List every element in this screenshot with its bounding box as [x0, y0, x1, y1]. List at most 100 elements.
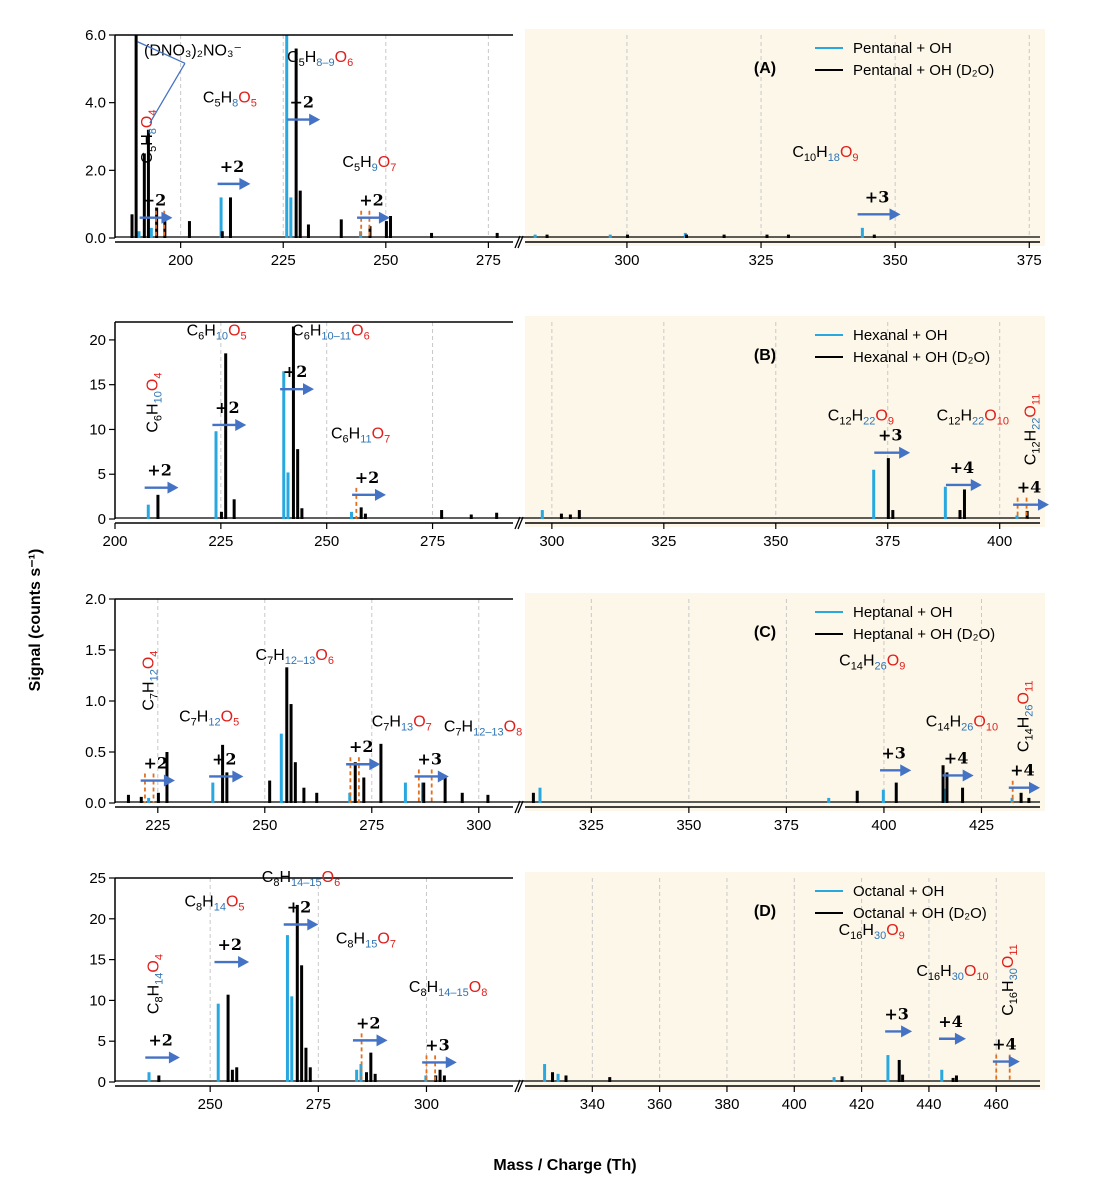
x-tick-label: 460: [984, 1096, 1009, 1113]
bar: [294, 48, 298, 239]
bar: [384, 221, 388, 238]
bar: [282, 371, 286, 519]
bar: [142, 153, 146, 238]
x-tick-label: 275: [359, 817, 384, 834]
shift-arrowhead: [168, 1051, 180, 1064]
bar: [302, 787, 306, 803]
y-tick-label: 15: [89, 952, 106, 969]
shift-arrowhead: [376, 1034, 388, 1047]
bar: [147, 797, 151, 803]
shift-label: +4: [1017, 478, 1042, 497]
shift-arrowhead: [437, 770, 449, 783]
x-tick-label: 350: [676, 817, 701, 834]
x-tick-label: 400: [987, 533, 1012, 550]
shift-arrowhead: [954, 1032, 966, 1045]
bar: [840, 1076, 844, 1082]
bar: [379, 743, 383, 803]
bar: [460, 792, 464, 803]
shift-arrowhead: [309, 113, 321, 126]
bar: [389, 216, 393, 238]
x-tick-label: 375: [774, 817, 799, 834]
bar: [156, 494, 160, 519]
shift-label: +4: [950, 458, 975, 477]
bar: [155, 207, 159, 238]
y-tick-label: 2.0: [85, 591, 106, 608]
y-tick-label: 20: [89, 332, 106, 349]
bar: [886, 1055, 890, 1082]
bar: [551, 1072, 555, 1082]
shift-label: +2: [142, 191, 167, 210]
panel-d: 0 5 10 15 20 25 250 275 300 340 360 380 400 420 440 460…: [89, 869, 1045, 1113]
bar: [438, 1069, 442, 1082]
formula-label: C8H14–15O6: [262, 869, 340, 889]
formula-label: C7H13O7: [372, 714, 432, 734]
bar: [291, 326, 295, 519]
x-tick-label: 325: [651, 533, 676, 550]
bar: [139, 796, 143, 803]
shift-label: +2: [148, 1031, 173, 1050]
shift-label: +2: [215, 398, 240, 417]
bar: [940, 1069, 944, 1082]
x-tick-label: 350: [763, 533, 788, 550]
pointer-line: [137, 41, 186, 64]
bar: [951, 1077, 955, 1082]
formula-label: C8H14O4: [145, 954, 165, 1014]
axis-break: [514, 235, 524, 249]
formula-label: C6H10O5: [187, 322, 247, 342]
shift-arrowhead: [1008, 1055, 1020, 1068]
axis-break: [514, 1079, 524, 1093]
bar: [268, 780, 272, 803]
bar: [577, 510, 581, 519]
bar: [359, 507, 363, 519]
y-tick-label: 0.0: [85, 230, 106, 247]
x-tick-label: 300: [539, 533, 564, 550]
bar: [130, 214, 134, 238]
bar: [290, 996, 294, 1082]
x-tick-label: 340: [580, 1096, 605, 1113]
bar: [232, 499, 236, 519]
axis-break: [514, 800, 524, 814]
bar: [285, 667, 289, 803]
x-tick-label: 275: [420, 533, 445, 550]
bar: [285, 35, 289, 238]
panel-label: (C): [754, 624, 776, 641]
shift-arrowhead: [962, 769, 974, 782]
formula-label: C6H11O7: [331, 425, 390, 445]
shift-arrowhead: [900, 764, 912, 777]
bar: [339, 219, 343, 238]
y-tick-label: 25: [89, 870, 106, 887]
bar: [365, 1072, 369, 1082]
bar: [362, 777, 366, 803]
x-tick-label: 400: [871, 817, 896, 834]
x-tick-label: 380: [714, 1096, 739, 1113]
bar: [860, 227, 864, 238]
bar: [355, 1069, 359, 1082]
bar: [422, 782, 426, 803]
bar: [225, 772, 229, 803]
y-tick-label: 1.5: [85, 642, 106, 659]
shift-arrowhead: [161, 211, 173, 224]
formula-label: C12H22O9: [828, 408, 894, 428]
bar: [293, 762, 297, 803]
bar: [442, 1075, 446, 1082]
x-axis-title: Mass / Charge (Th): [493, 1157, 636, 1174]
shift-label: +2: [283, 362, 308, 381]
shift-arrowhead: [1029, 781, 1040, 794]
x-tick-label: 375: [1017, 252, 1042, 269]
y-tick-label: 1.0: [85, 693, 106, 710]
formula-label: C7H12–13O8: [444, 719, 522, 739]
y-axis-title: Signal (counts s⁻¹): [27, 549, 44, 692]
shift-arrowhead: [970, 478, 982, 491]
bar: [146, 129, 150, 238]
bar: [211, 782, 215, 803]
bar: [556, 1073, 560, 1082]
shift-arrowhead: [303, 383, 314, 396]
shift-label: +4: [944, 748, 969, 767]
bar: [353, 762, 357, 803]
bar: [486, 794, 490, 803]
x-tick-label: 325: [579, 817, 604, 834]
shift-label: +3: [878, 426, 903, 445]
bar: [230, 1069, 234, 1082]
x-tick-label: 225: [271, 252, 296, 269]
y-tick-label: 0.0: [85, 795, 106, 812]
